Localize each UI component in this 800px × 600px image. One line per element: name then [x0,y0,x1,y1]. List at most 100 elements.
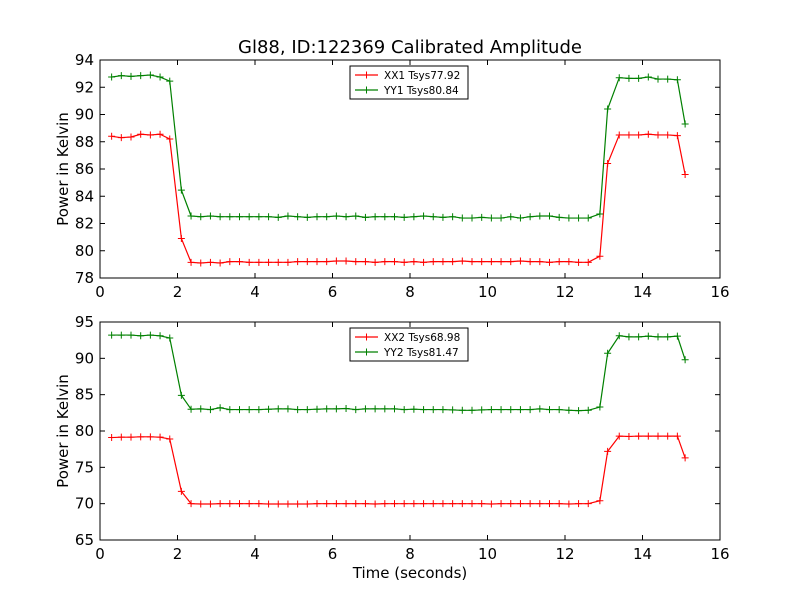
data-point [177,234,185,242]
y-tick-label: 94 [75,51,94,69]
series-xx2 [108,432,689,508]
data-point [555,213,563,221]
data-point [625,333,633,341]
data-point [400,258,408,266]
data-point [177,487,185,495]
legend-label: YY1 Tsys80.84 [383,85,459,97]
data-point [681,120,689,128]
y-tick-label: 75 [75,458,94,476]
legend-item: YY2 Tsys81.47 [355,347,459,359]
data-point [644,130,652,138]
data-point [420,406,428,414]
data-point [391,213,398,221]
data-point [625,74,633,82]
legend-label: XX2 Tsys68.98 [384,332,460,344]
data-point [575,500,583,508]
data-point [604,349,612,357]
y-tick-label: 82 [75,215,94,233]
data-point [342,213,350,221]
data-point [555,406,563,414]
data-point [197,405,205,413]
data-point [497,258,505,266]
y-axis-label: Power in Kelvin [54,374,72,488]
y-tick-label: 65 [75,531,94,549]
data-point [294,500,302,508]
x-tick-label: 12 [555,283,574,301]
data-point [449,406,457,414]
data-point [546,258,553,266]
data-point [156,73,164,81]
data-point [361,500,369,508]
x-tick-label: 4 [250,545,260,563]
chart-title: Gl88, ID:122369 Calibrated Amplitude [238,37,582,58]
data-point [615,131,623,139]
data-point [604,447,612,455]
data-point [664,432,672,440]
data-point [284,500,292,508]
data-point [565,214,573,222]
data-point [487,214,495,222]
data-point [644,432,652,440]
data-point [117,72,125,80]
data-point [137,332,145,340]
data-point [245,500,253,508]
data-point [507,213,515,221]
data-point [615,332,623,340]
data-point [332,405,340,413]
data-point [664,131,672,139]
data-point [546,212,553,220]
data-point [468,258,476,266]
y-tick-label: 80 [75,422,94,440]
data-point [216,500,224,508]
data-point [177,391,185,399]
data-point [458,500,466,508]
data-point [156,130,164,138]
data-point [575,214,583,222]
data-point [216,259,224,267]
x-tick-label: 10 [478,283,497,301]
data-point [361,213,369,221]
data-point [664,333,672,341]
data-point [536,500,544,508]
data-point [371,405,379,413]
x-tick-label: 8 [405,283,415,301]
data-point [410,405,418,413]
data-point [117,433,125,441]
data-point [429,258,437,266]
data-point [604,105,612,113]
y-tick-label: 90 [75,349,94,367]
data-point [565,500,573,508]
x-tick-label: 10 [478,545,497,563]
data-point [255,213,263,221]
bottom-panel: 0 2 4 6 8 10 12 14 16 65 70 75 80 85 90 95 Power in Kelv… [54,313,730,563]
data-point [352,500,360,508]
data-point [371,500,379,508]
x-tick-label: 16 [710,545,729,563]
data-point [381,500,389,508]
data-point [449,500,457,508]
data-point [127,133,135,141]
data-point [206,212,214,220]
data-point [468,406,476,414]
data-point [146,331,154,339]
data-point [166,435,174,443]
data-point [255,500,263,508]
data-point [352,212,360,220]
legend: XX1 Tsys77.92 YY1 Tsys80.84 [349,65,469,100]
data-point [206,406,214,414]
legend-label: YY2 Tsys81.47 [383,347,459,359]
data-point [255,406,263,414]
legend-marker [363,348,370,356]
data-point [584,406,592,414]
x-axis-label: Time (seconds) [352,564,468,582]
data-point [635,333,643,341]
data-point [146,433,154,441]
y-tick-label: 92 [75,78,94,96]
data-point [236,500,243,508]
data-point [555,500,563,508]
data-point [439,406,447,414]
data-point [108,434,116,442]
data-point [117,331,125,339]
data-point [391,500,398,508]
data-point [439,213,447,221]
